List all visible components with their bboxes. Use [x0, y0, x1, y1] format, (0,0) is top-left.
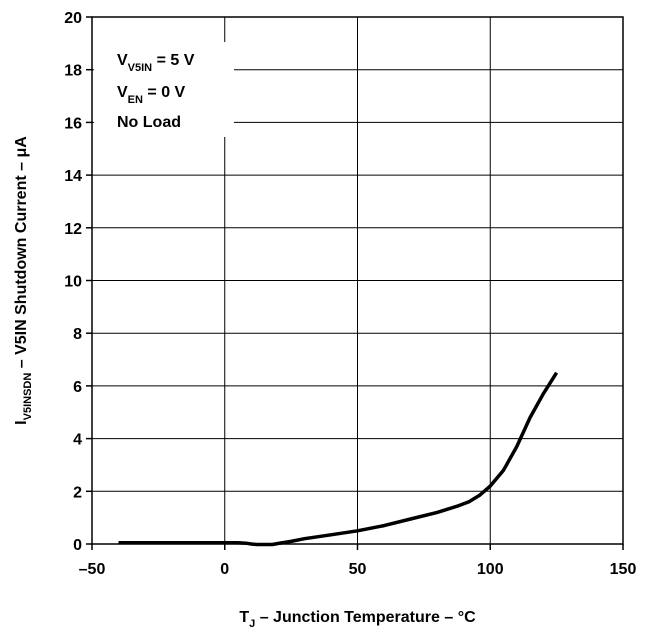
y-axis-label-main: I [13, 420, 30, 424]
y-tick-label-7: 14 [64, 168, 82, 185]
annotation-line-1: VEN = 0 V [117, 84, 186, 106]
x-tick-label-4: 150 [610, 561, 637, 578]
grid-lines [92, 17, 623, 544]
y-tick-label-9: 18 [64, 63, 82, 80]
y-tick-label-1: 2 [73, 484, 82, 501]
y-tick-label-2: 4 [73, 432, 82, 449]
x-tick-label-1: 0 [220, 561, 229, 578]
y-tick-label-6: 12 [64, 221, 82, 238]
y-tick-label-0: 0 [73, 537, 82, 554]
y-tick-label-4: 8 [73, 326, 82, 343]
x-axis-ticks: –50 0 50 100 150 [79, 544, 637, 578]
x-tick-label-3: 100 [477, 561, 504, 578]
y-axis-ticks: 0 2 4 6 8 10 12 14 16 18 20 [64, 10, 92, 554]
annotation-line-0: VV5IN = 5 V [117, 52, 195, 74]
x-axis-label-subscript: J [249, 618, 255, 630]
x-axis-label-main: T [239, 609, 249, 626]
annotation-background [94, 42, 234, 137]
annotation-line-2: No Load [117, 114, 181, 131]
conditions-annotation: VV5IN = 5 V VEN = 0 V No Load [117, 52, 195, 131]
x-axis-label: TJ – Junction Temperature – °C [239, 609, 476, 630]
y-axis-label: IV5INSDN – V5IN Shutdown Current – μA [13, 136, 34, 425]
series-line [118, 371, 559, 547]
x-tick-label-0: –50 [79, 561, 106, 578]
x-axis-label-rest: – Junction Temperature – °C [255, 609, 476, 626]
y-tick-label-10: 20 [64, 10, 82, 27]
y-axis-label-rest: – V5IN Shutdown Current – μA [13, 136, 30, 373]
x-tick-label-2: 50 [349, 561, 367, 578]
y-tick-label-8: 16 [64, 115, 82, 132]
y-tick-label-5: 10 [64, 274, 82, 291]
y-axis-label-subscript: V5INSDN [22, 373, 34, 421]
y-tick-label-3: 6 [73, 379, 82, 396]
